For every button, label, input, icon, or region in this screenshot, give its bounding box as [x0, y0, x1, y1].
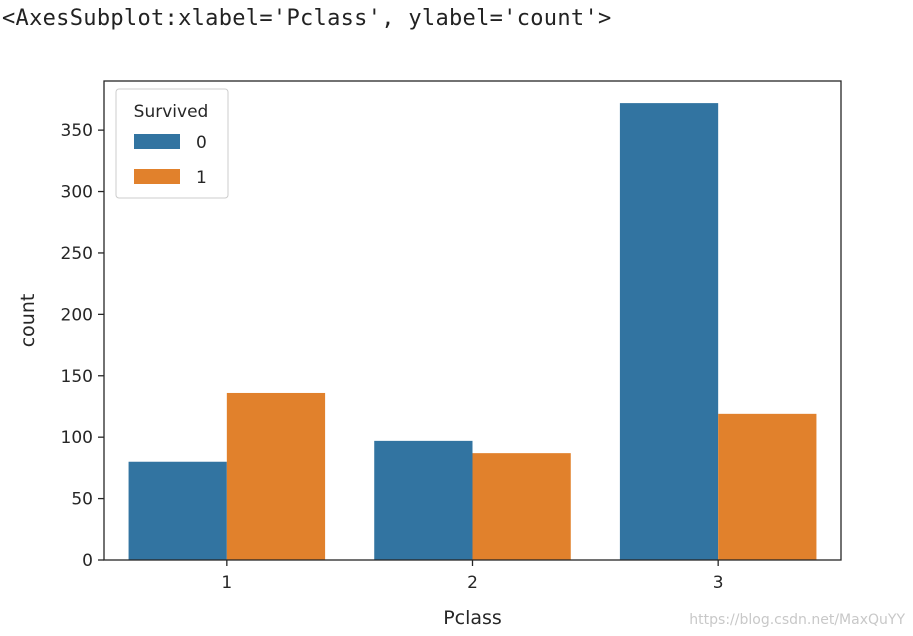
x-axis-label: Pclass: [443, 607, 502, 629]
axes-layer: 0 50 100 150 200 250 300 350 1 2 3 Pclass count: [17, 80, 842, 629]
legend-title: Survived: [134, 102, 209, 122]
legend: Survived 0 1: [115, 88, 229, 199]
y-tick-label: 50: [71, 490, 93, 510]
y-tick-label: 300: [61, 183, 93, 203]
x-tick-label: 2: [467, 573, 478, 593]
x-tick-label: 1: [221, 573, 232, 593]
y-tick-label: 250: [61, 244, 93, 264]
y-tick-label: 350: [61, 121, 93, 141]
x-tick-label: 3: [713, 573, 724, 593]
y-tick-label: 100: [61, 428, 93, 448]
bar-pclass-1-survived-0: [128, 461, 227, 560]
bar-pclass-2-survived-0: [374, 440, 473, 560]
bars-layer: [128, 103, 817, 561]
y-tick-label: 150: [61, 367, 93, 387]
bar-pclass-3-survived-0: [619, 103, 719, 561]
bar-pclass-2-survived-1: [472, 453, 571, 560]
legend-label-0: 0: [196, 133, 207, 153]
y-axis-label: count: [17, 294, 39, 348]
y-tick-label: 0: [82, 551, 93, 571]
bar-pclass-3-survived-1: [718, 413, 817, 560]
bar-pclass-1-survived-1: [226, 392, 326, 560]
output-repr-text: <AxesSubplot:xlabel='Pclass', ylabel='co…: [2, 6, 612, 31]
legend-swatch-0: [134, 134, 180, 149]
y-tick-label: 200: [61, 305, 93, 325]
legend-label-1: 1: [196, 168, 207, 188]
legend-swatch-1: [134, 169, 180, 184]
watermark-text: https://blog.csdn.net/MaxQuYY: [689, 612, 905, 628]
